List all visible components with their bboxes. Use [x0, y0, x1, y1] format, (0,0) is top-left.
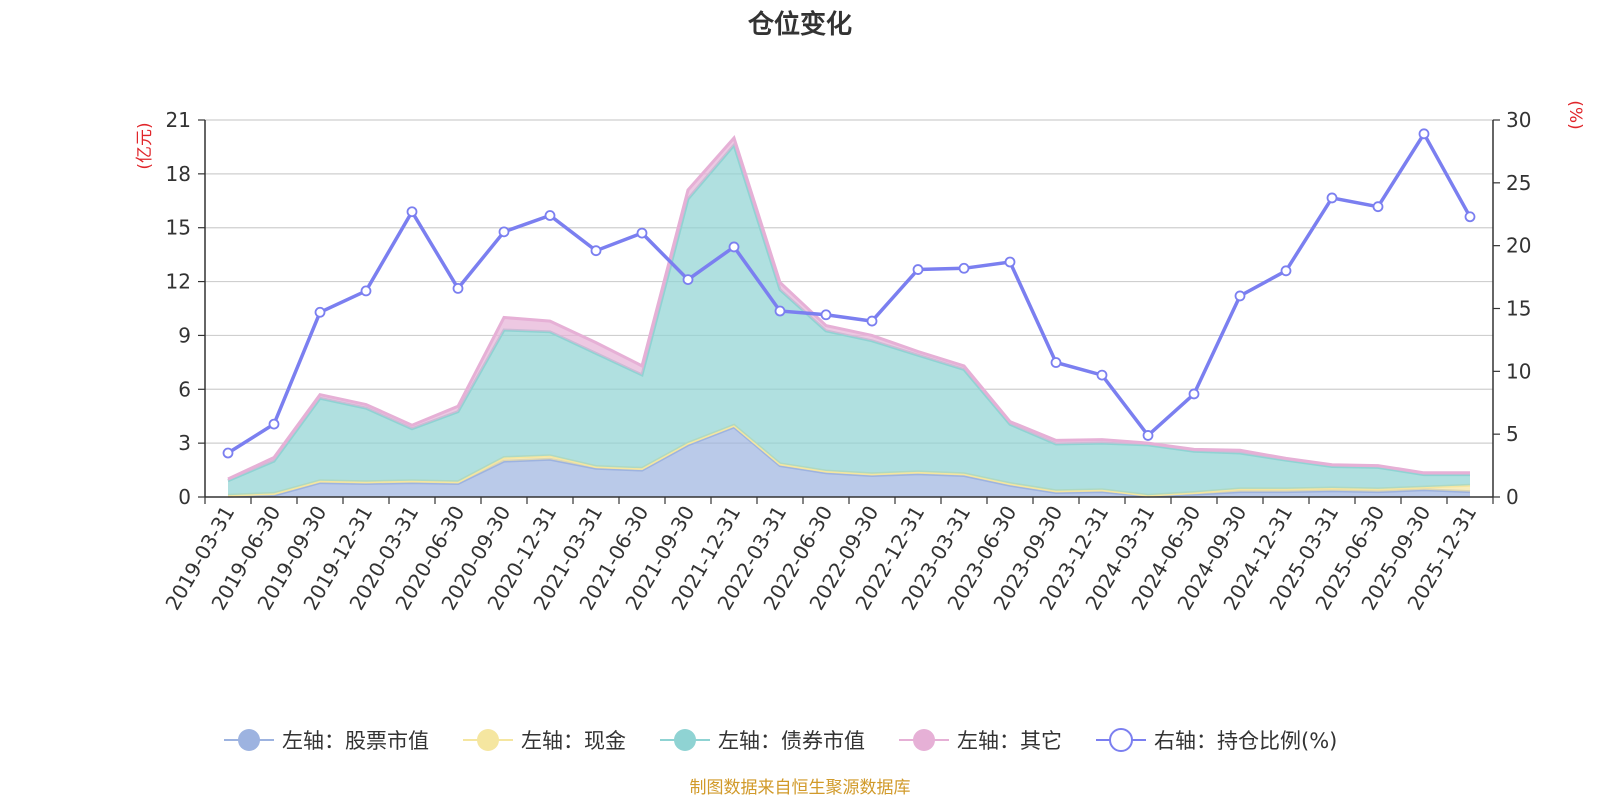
- legend: 左轴：股票市值 左轴：现金 左轴：债券市值 左轴：其它 右轴：持仓比例(%): [224, 728, 1337, 753]
- ratio-point: [958, 262, 970, 274]
- right-axis-tick-label: 20: [1506, 234, 1531, 258]
- ratio-point: [406, 206, 418, 218]
- ratio-point: [820, 309, 832, 321]
- left-axis-tick-label: 21: [166, 108, 191, 132]
- ratio-point: [452, 282, 464, 294]
- chart-title: 仓位变化: [747, 9, 852, 40]
- legend-item: 左轴：股票市值: [224, 729, 429, 753]
- ratio-line-layer: [222, 128, 1476, 459]
- left-axis-tick-label: 3: [178, 431, 191, 455]
- area-edge-4: [227, 135, 1470, 481]
- ratio-line: [227, 130, 1472, 455]
- left-axis-tick-label: 0: [178, 485, 191, 509]
- ratio-point: [1234, 290, 1246, 302]
- area-band-3: [228, 145, 1470, 496]
- ratio-point: [590, 245, 602, 257]
- ratio-point: [1418, 128, 1430, 140]
- legend-item: 右轴：持仓比例(%): [1096, 728, 1337, 753]
- ratio-point: [682, 274, 694, 285]
- left-axis-tick-label: 18: [166, 162, 191, 186]
- right-axis-unit: (%): [1565, 100, 1585, 129]
- legend-marker: [674, 729, 696, 751]
- legend-label: 右轴：持仓比例(%): [1154, 729, 1337, 753]
- legend-item: 左轴：债券市值: [660, 729, 865, 753]
- left-axis-tick-label: 15: [166, 216, 191, 240]
- right-axis-tick-label: 30: [1506, 108, 1531, 132]
- left-axis-tick-label: 12: [166, 270, 191, 294]
- ratio-point: [360, 285, 372, 297]
- right-axis-tick-label: 0: [1506, 485, 1519, 509]
- left-axis-tick-label: 6: [178, 377, 191, 401]
- legend-label: 左轴：债券市值: [718, 729, 865, 753]
- source-note: 制图数据来自恒生聚源数据库: [690, 778, 911, 798]
- legend-marker: [477, 729, 499, 751]
- legend-marker: [913, 729, 935, 751]
- legend-marker: [238, 729, 260, 751]
- ratio-point: [1096, 369, 1108, 381]
- legend-item: 左轴：其它: [899, 729, 1062, 753]
- ratio-point: [1372, 201, 1384, 213]
- legend-item: 左轴：现金: [463, 729, 626, 753]
- ratio-point: [1188, 388, 1200, 400]
- ratio-point: [544, 210, 556, 221]
- ratio-point: [866, 315, 878, 327]
- ratio-point: [636, 227, 648, 239]
- area-layers: [227, 135, 1471, 498]
- ratio-point: [222, 447, 234, 459]
- ratio-point: [314, 306, 326, 318]
- area-band-1: [228, 427, 1470, 497]
- right-axis-tick-label: 5: [1506, 422, 1519, 446]
- ratio-point: [1326, 192, 1338, 204]
- ratio-point: [1464, 211, 1476, 223]
- left-axis-tick-label: 9: [178, 323, 191, 347]
- ratio-point: [912, 264, 924, 275]
- legend-label: 左轴：股票市值: [282, 729, 429, 753]
- ratio-point: [498, 226, 510, 238]
- ratio-point: [1280, 265, 1292, 277]
- ratio-point: [774, 305, 786, 317]
- right-axis-tick-label: 15: [1506, 297, 1531, 321]
- ratio-point: [728, 241, 740, 253]
- ratio-point: [268, 418, 280, 430]
- legend-marker: [1109, 728, 1133, 752]
- ratio-point: [1142, 430, 1154, 441]
- left-axis-unit: (亿元): [135, 122, 155, 169]
- ratio-point: [1004, 256, 1016, 268]
- legend-label: 左轴：其它: [957, 729, 1062, 753]
- right-axis-tick-label: 25: [1506, 171, 1531, 195]
- legend-label: 左轴：现金: [521, 729, 626, 753]
- ratio-point: [1050, 357, 1062, 368]
- right-axis-tick-label: 10: [1506, 359, 1531, 383]
